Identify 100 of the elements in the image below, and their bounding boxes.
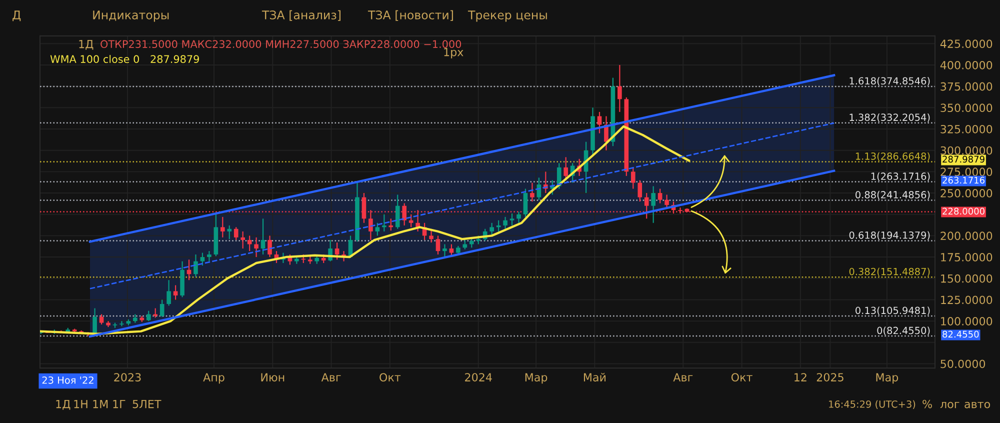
candlestick [436, 235, 440, 256]
y-tick-label: 300.0000 [940, 146, 992, 155]
text: 1М [93, 400, 108, 408]
ref-line-label: 0.618(194.1379) [849, 231, 930, 240]
text: Индикаторы [93, 10, 169, 22]
text: 263.1716 [942, 176, 985, 184]
text: % [922, 400, 932, 408]
chart-title: 1Д [79, 40, 94, 50]
y-tick-label: 50.0000 [940, 360, 986, 368]
candlestick [160, 299, 164, 318]
y-tick-label: 375.0000 [940, 82, 992, 91]
ref-line-label: 0.13(105.9481) [856, 306, 930, 316]
candlestick [516, 211, 521, 224]
candlestick [630, 166, 636, 190]
text: 1Н [74, 400, 88, 408]
candlestick [442, 244, 447, 258]
text: 16:45:29 (UTC+3) [829, 400, 916, 409]
text: WMA 100 close 0 [50, 54, 139, 64]
y-tick-label: 400.0000 [940, 60, 992, 70]
x-tick-label: 12 [794, 373, 806, 382]
line-series [40, 125, 690, 335]
text: ТЗА [новости] [368, 10, 453, 21]
candlestick [120, 320, 124, 327]
y-tick-label: 350.0000 [940, 104, 992, 112]
candlestick [207, 250, 212, 262]
candlestick [240, 230, 246, 250]
candlestick [651, 186, 656, 224]
x-tick-label: Авг [673, 373, 693, 382]
candlestick [220, 216, 225, 238]
y-tick-label: 150.0000 [941, 274, 992, 283]
x-tick-label: 2023 [114, 373, 141, 382]
annotation: 1px [444, 48, 464, 58]
candlestick [462, 239, 468, 250]
x-tick-label: Окт [731, 373, 752, 382]
text: 228.0000 [942, 208, 984, 215]
x-tick-label: 2024 [465, 373, 492, 382]
x-tick-label: Авг [321, 373, 341, 382]
candlestick [99, 314, 104, 326]
x-tick-label: Окт [380, 373, 401, 382]
candlestick [449, 244, 454, 257]
ref-line-label: 0.382(151.4887) [849, 268, 930, 276]
y-tick-label: 175.0000 [941, 253, 992, 262]
text: 1Г [113, 400, 126, 408]
text: 82.4550 [942, 330, 979, 338]
candlestick [503, 216, 508, 230]
candlestick [530, 182, 534, 202]
candlestick [234, 226, 238, 241]
annotation: 287.9879 [150, 55, 199, 64]
candlestick [408, 214, 414, 228]
x-tick-label: Мар [876, 373, 898, 384]
ref-line-label: 1(263.1716) [871, 172, 930, 182]
candlestick [638, 180, 642, 202]
candlestick [375, 222, 380, 236]
y-tick-label: 100.0000 [941, 317, 992, 326]
text: 287.9879 [942, 156, 984, 163]
candlestick [429, 228, 434, 244]
text: Трекер цены [468, 10, 547, 22]
text: ТЗА [анализ] [262, 10, 340, 21]
x-tick-label: Мар [525, 373, 548, 384]
candlestick [523, 188, 528, 218]
candlestick [260, 218, 266, 256]
candlestick [268, 235, 272, 258]
text: 5ЛЕТ [132, 400, 162, 408]
y-tick-label: 275.0000 [940, 168, 992, 176]
annotation: ОТКР231.5000 МАКС232.0000 МИН227.5000 ЗАКР228.0000 −1.000 [100, 40, 462, 48]
candlestick [200, 252, 205, 266]
candlestick [166, 280, 171, 306]
candlestick [227, 224, 232, 240]
candlestick [664, 194, 669, 209]
candlestick [334, 242, 340, 260]
y-tick-label: 200.0000 [940, 232, 992, 240]
text: Д [12, 10, 21, 22]
y-tick-label: 250.0000 [940, 188, 992, 198]
candlestick [153, 308, 158, 318]
x-tick-label: Июн [261, 373, 284, 382]
text: 23 Ноя '22 [42, 376, 94, 384]
candlestick [510, 212, 514, 226]
candlestick [618, 64, 622, 112]
candlestick [254, 236, 258, 258]
y-tick-label: 125.0000 [941, 296, 992, 304]
text: 1Д [56, 400, 70, 410]
y-tick-label: 425.0000 [940, 40, 992, 48]
candlestick [658, 188, 662, 204]
ref-line-label: 1.382(332.2054) [850, 113, 930, 122]
ref-line-label: 0.88(241.4856) [856, 190, 930, 200]
x-tick-label: Апр [203, 373, 224, 384]
ref-line-label: 0(82.4550) [877, 326, 930, 336]
candlestick [173, 284, 178, 300]
x-tick-label: 2025 [816, 373, 844, 382]
ref-line-label: 1.13(286.6648) [856, 152, 930, 161]
candlestick [395, 194, 400, 230]
ref-line-label: 1.618(374.8546) [850, 77, 930, 86]
candlestick [194, 254, 198, 278]
candlestick [382, 214, 386, 232]
candlestick [388, 218, 394, 232]
x-tick-label: Май [584, 372, 606, 382]
candlestick [146, 310, 151, 322]
y-tick-label: 325.0000 [940, 124, 992, 134]
candlestick [597, 111, 602, 134]
text: лог [940, 402, 960, 408]
